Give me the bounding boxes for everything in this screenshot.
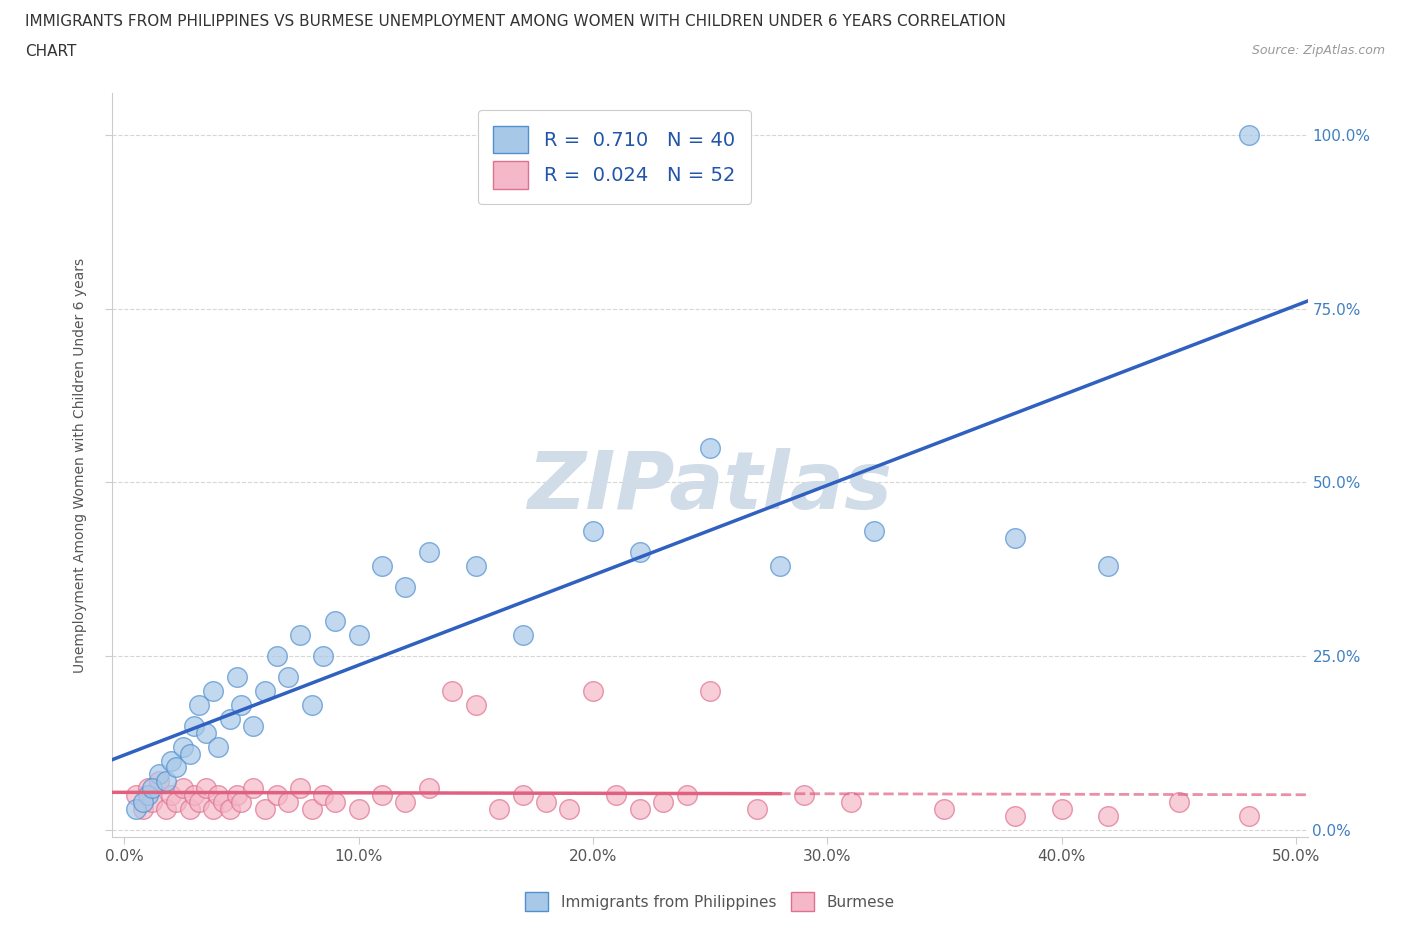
Point [934, 802, 956, 817]
Legend: Immigrants from Philippines, Burmese: Immigrants from Philippines, Burmese [517, 884, 903, 919]
Point [288, 628, 311, 643]
Point [231, 698, 253, 712]
Point [225, 788, 247, 803]
Point [652, 795, 675, 810]
Text: IMMIGRANTS FROM PHILIPPINES VS BURMESE UNEMPLOYMENT AMONG WOMEN WITH CHILDREN UN: IMMIGRANTS FROM PHILIPPINES VS BURMESE U… [25, 14, 1007, 29]
Point [231, 795, 253, 810]
Point [141, 781, 163, 796]
Point [769, 558, 792, 573]
Point [207, 739, 229, 754]
Point [202, 802, 225, 817]
Point [253, 802, 276, 817]
Point [301, 698, 323, 712]
Point [188, 795, 211, 810]
Point [288, 781, 311, 796]
Point [628, 802, 651, 817]
Point [136, 781, 159, 796]
Point [699, 684, 721, 698]
Point [242, 781, 264, 796]
Point [394, 579, 416, 594]
Point [202, 684, 225, 698]
Point [183, 718, 205, 733]
Point [160, 753, 183, 768]
Point [301, 802, 323, 817]
Point [277, 795, 299, 810]
Point [347, 802, 370, 817]
Point [1004, 809, 1026, 824]
Point [195, 781, 218, 796]
Point [155, 774, 177, 789]
Point [132, 802, 155, 817]
Point [488, 802, 510, 817]
Point [1097, 558, 1119, 573]
Point [441, 684, 464, 698]
Point [347, 628, 370, 643]
Point [512, 628, 534, 643]
Point [188, 698, 211, 712]
Point [207, 788, 229, 803]
Point [628, 544, 651, 559]
Point [266, 788, 288, 803]
Point [148, 767, 170, 782]
Point [394, 795, 416, 810]
Point [1167, 795, 1189, 810]
Point [277, 670, 299, 684]
Point [253, 684, 276, 698]
Point [1004, 531, 1026, 546]
Point [266, 649, 288, 664]
Text: Source: ZipAtlas.com: Source: ZipAtlas.com [1251, 44, 1385, 57]
Point [195, 725, 218, 740]
Point [211, 795, 233, 810]
Point [179, 802, 201, 817]
Point [242, 718, 264, 733]
Point [605, 788, 627, 803]
Point [132, 795, 155, 810]
Point [148, 774, 170, 789]
Point [172, 739, 194, 754]
Point [839, 795, 862, 810]
Point [418, 781, 440, 796]
Text: CHART: CHART [25, 44, 77, 59]
Point [793, 788, 815, 803]
Point [582, 524, 605, 538]
Text: ZIPatlas: ZIPatlas [527, 448, 893, 526]
Y-axis label: Unemployment Among Women with Children Under 6 years: Unemployment Among Women with Children U… [73, 258, 87, 672]
Point [1237, 127, 1260, 142]
Point [863, 524, 886, 538]
Point [418, 544, 440, 559]
Point [179, 746, 201, 761]
Point [699, 440, 721, 455]
Point [534, 795, 557, 810]
Point [558, 802, 581, 817]
Point [1050, 802, 1073, 817]
Point [1097, 809, 1119, 824]
Point [312, 649, 335, 664]
Point [582, 684, 605, 698]
Point [141, 795, 163, 810]
Point [136, 788, 159, 803]
Point [464, 698, 486, 712]
Point [125, 802, 148, 817]
Point [464, 558, 486, 573]
Point [155, 802, 177, 817]
Point [675, 788, 697, 803]
Point [323, 614, 346, 629]
Point [218, 711, 240, 726]
Point [323, 795, 346, 810]
Point [371, 558, 394, 573]
Point [165, 760, 187, 775]
Point [160, 788, 183, 803]
Point [1237, 809, 1260, 824]
Point [312, 788, 335, 803]
Point [371, 788, 394, 803]
Point [172, 781, 194, 796]
Point [165, 795, 187, 810]
Point [512, 788, 534, 803]
Point [183, 788, 205, 803]
Point [125, 788, 148, 803]
Point [218, 802, 240, 817]
Point [225, 670, 247, 684]
Point [745, 802, 768, 817]
